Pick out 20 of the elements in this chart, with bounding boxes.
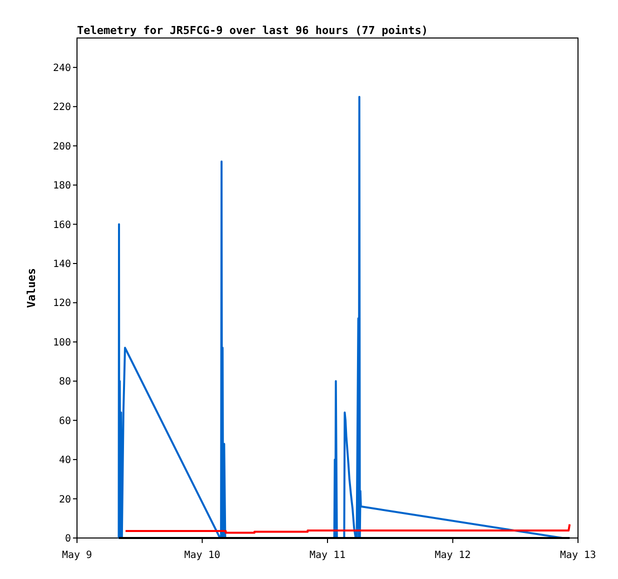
y-tick-label: 120 bbox=[52, 298, 71, 310]
y-tick-label: 140 bbox=[52, 258, 71, 270]
y-tick-label: 220 bbox=[52, 102, 71, 114]
y-tick-label: 240 bbox=[52, 62, 71, 74]
y-tick-label: 160 bbox=[52, 220, 71, 231]
y-tick-label: 100 bbox=[52, 337, 71, 348]
chart-title: Telemetry for JR5FCG-9 over last 96 hours (77 points) bbox=[77, 24, 428, 37]
x-tick-label: May 13 bbox=[560, 550, 596, 561]
y-tick-label: 40 bbox=[58, 455, 71, 466]
y-axis-title: Values bbox=[25, 268, 38, 308]
x-tick-label: May 11 bbox=[309, 550, 346, 561]
y-tick-label: 180 bbox=[52, 180, 71, 192]
y-tick-label: 60 bbox=[58, 416, 71, 427]
x-tick-label: May 10 bbox=[184, 550, 220, 561]
y-tick-label: 20 bbox=[58, 494, 71, 506]
y-tick-label: 0 bbox=[64, 534, 71, 544]
x-tick-label: May 12 bbox=[434, 550, 471, 561]
x-tick-label: May 9 bbox=[62, 550, 92, 561]
y-tick-label: 200 bbox=[52, 141, 71, 152]
y-tick-label: 80 bbox=[58, 376, 71, 388]
